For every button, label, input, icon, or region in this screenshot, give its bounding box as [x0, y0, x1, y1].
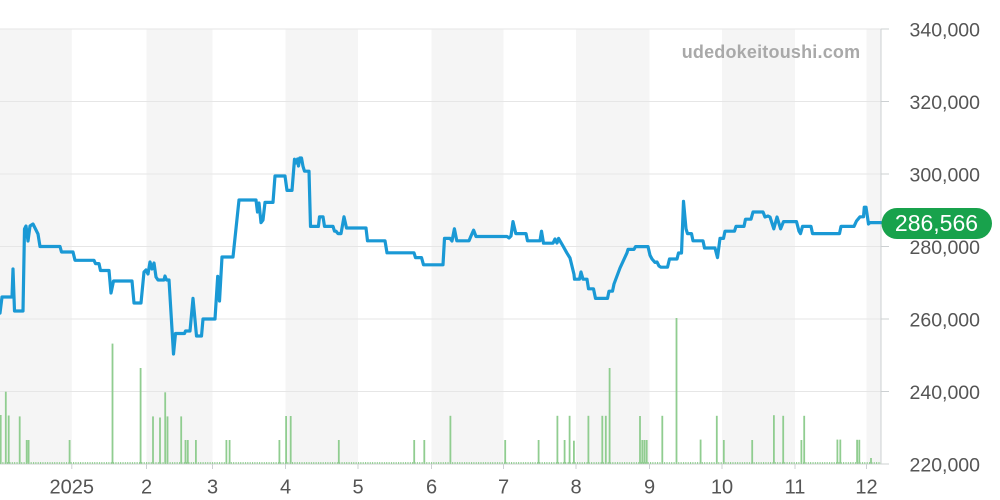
svg-text:9: 9 — [644, 477, 655, 499]
svg-text:3: 3 — [207, 477, 218, 499]
svg-text:300,000: 300,000 — [910, 165, 981, 187]
svg-text:11: 11 — [785, 477, 806, 499]
svg-text:udedokeitoushi.com: udedokeitoushi.com — [682, 42, 861, 62]
svg-text:260,000: 260,000 — [910, 310, 981, 332]
svg-text:6: 6 — [426, 477, 437, 499]
svg-text:320,000: 320,000 — [910, 92, 981, 114]
svg-text:5: 5 — [352, 477, 363, 499]
svg-text:4: 4 — [280, 477, 291, 499]
svg-text:340,000: 340,000 — [910, 20, 981, 42]
svg-text:2: 2 — [141, 477, 152, 499]
svg-text:10: 10 — [711, 477, 733, 499]
svg-text:286,566: 286,566 — [895, 210, 978, 236]
svg-text:220,000: 220,000 — [910, 455, 981, 477]
svg-text:240,000: 240,000 — [910, 382, 981, 404]
svg-text:8: 8 — [570, 477, 581, 499]
svg-text:7: 7 — [498, 477, 509, 499]
svg-text:2025: 2025 — [50, 477, 95, 499]
svg-text:280,000: 280,000 — [910, 237, 981, 259]
svg-text:12: 12 — [855, 477, 877, 499]
